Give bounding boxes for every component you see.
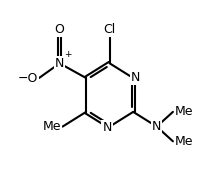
Text: Me: Me	[174, 135, 193, 148]
Text: Me: Me	[174, 105, 193, 118]
Text: N: N	[55, 57, 64, 70]
Text: +: +	[64, 50, 71, 59]
Text: Me: Me	[43, 120, 61, 133]
Text: O: O	[55, 23, 65, 36]
Text: −O: −O	[18, 72, 38, 84]
Text: N: N	[102, 121, 112, 134]
Text: Cl: Cl	[103, 23, 116, 36]
Text: N: N	[152, 120, 162, 133]
Text: N: N	[131, 71, 140, 84]
